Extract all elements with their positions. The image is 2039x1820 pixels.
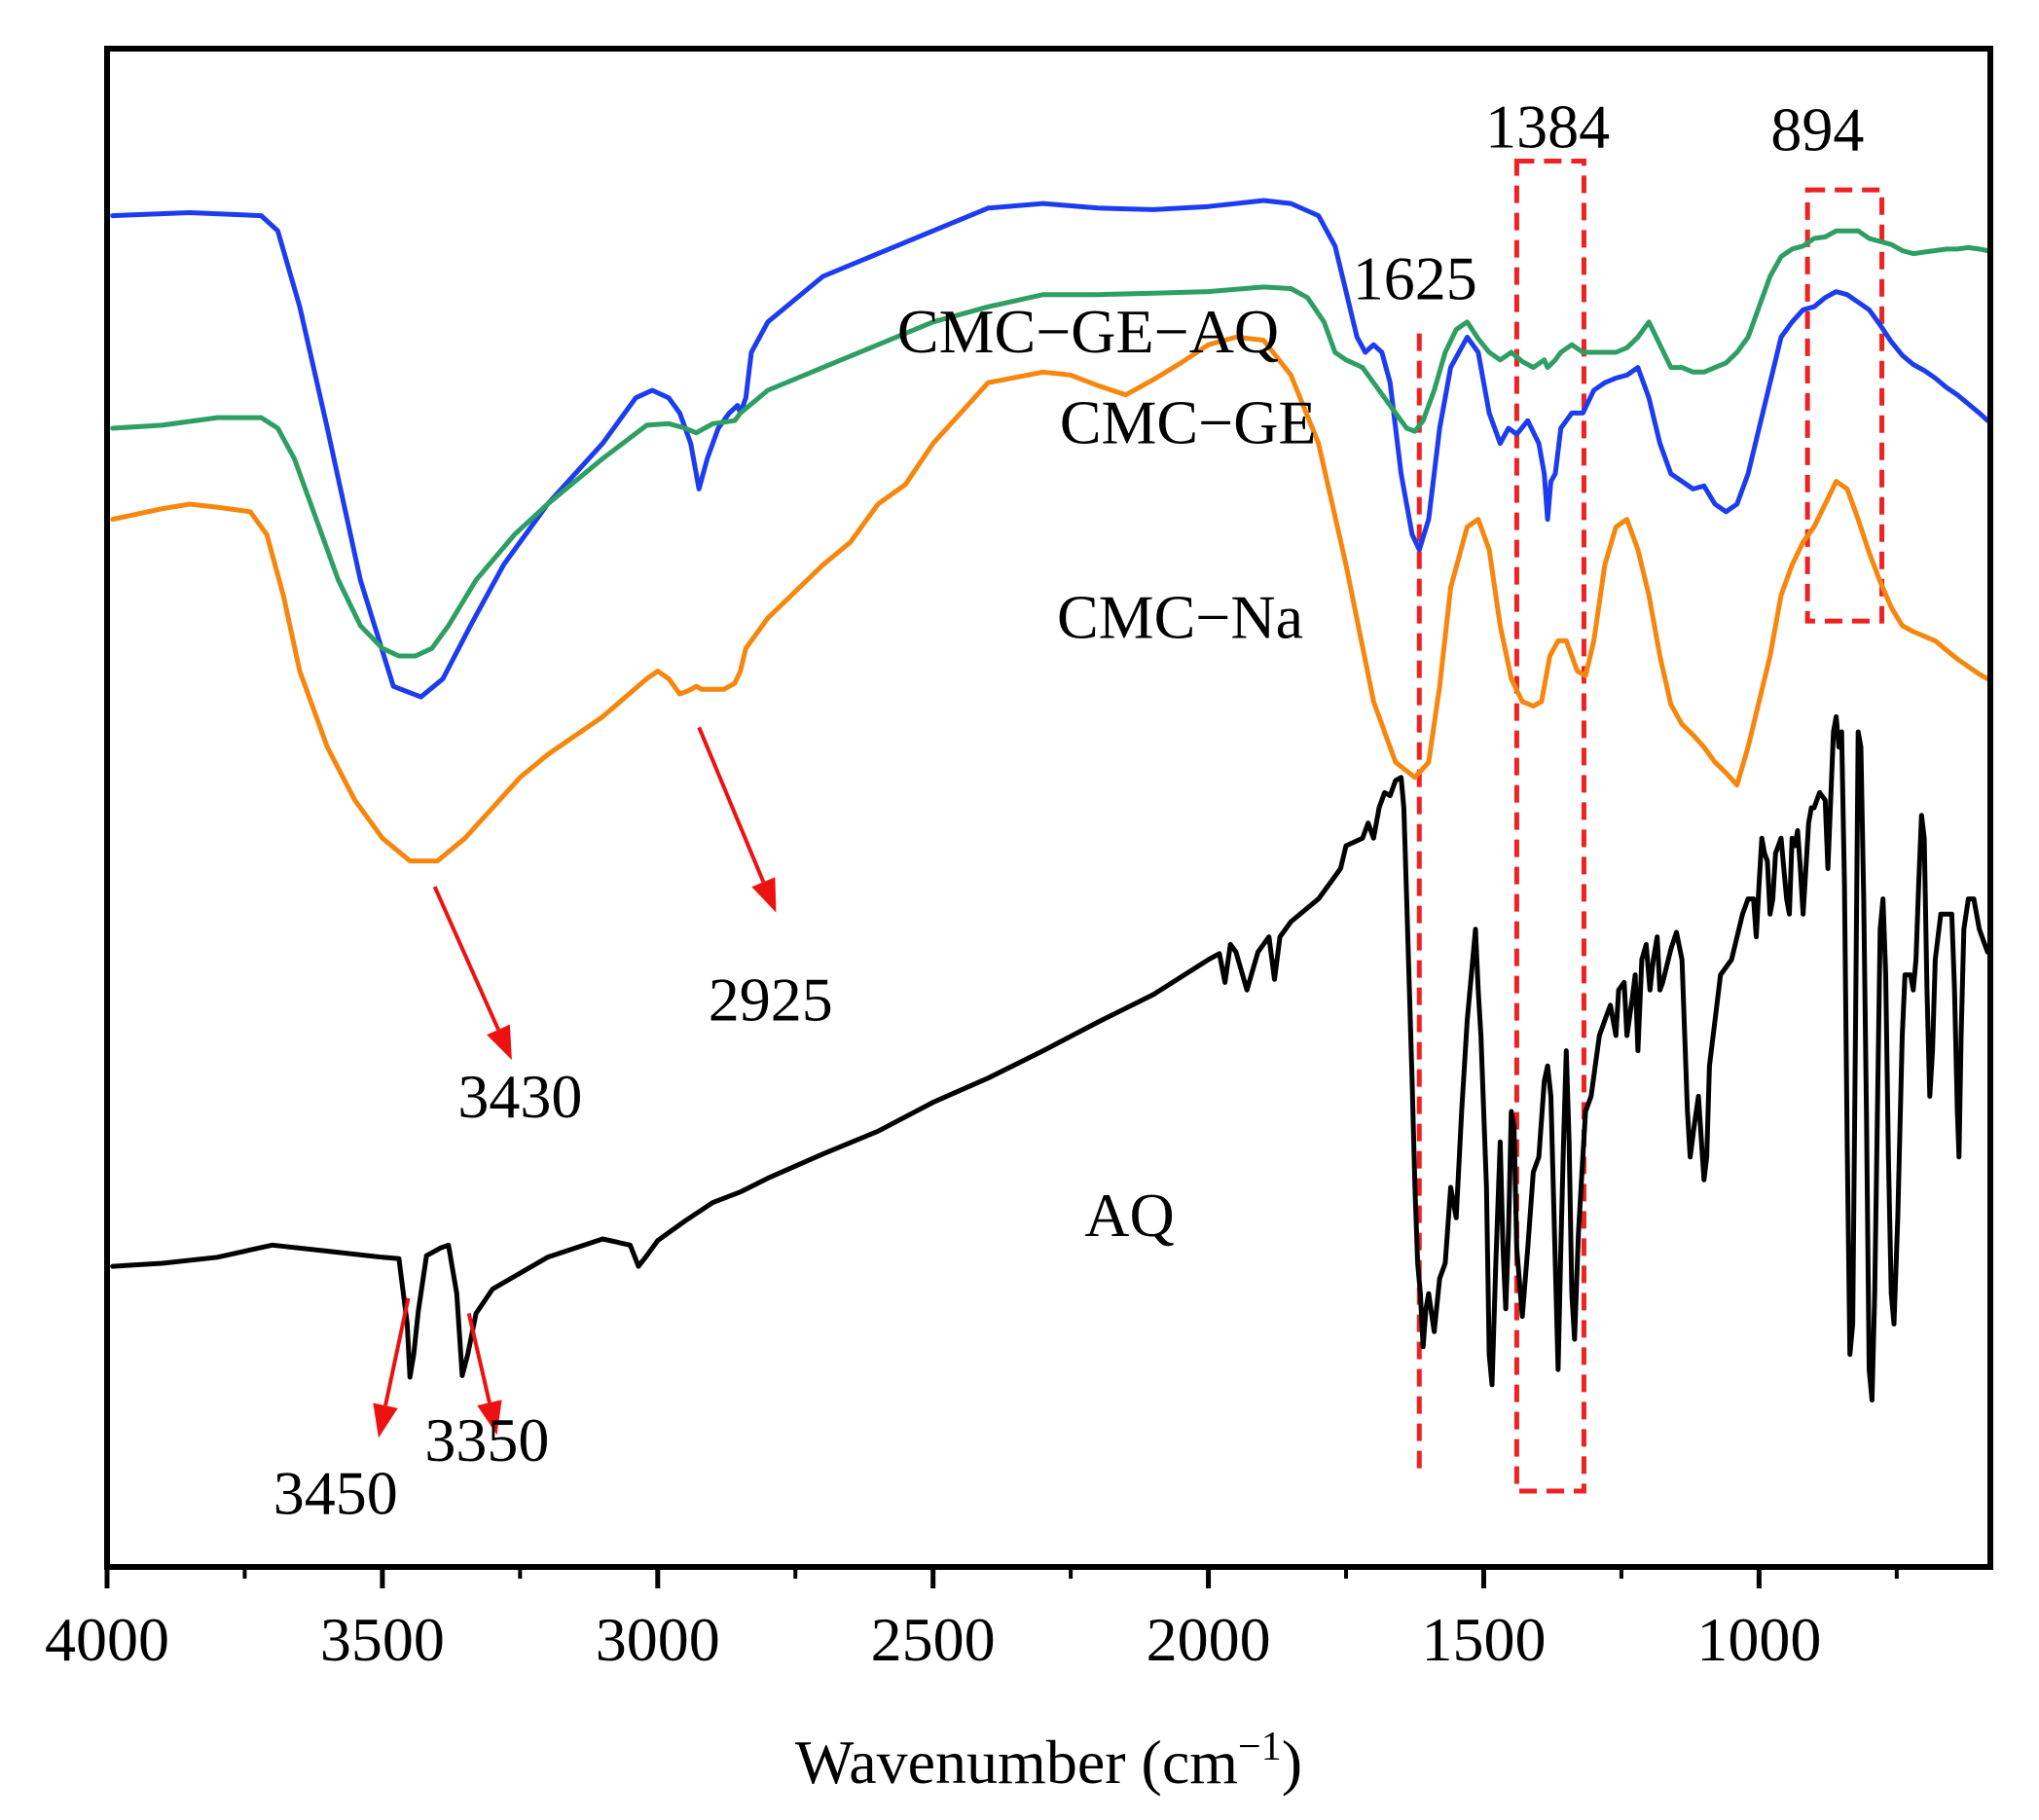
annotation-arrow bbox=[466, 1313, 502, 1436]
peak-label-1384: 1384 bbox=[1485, 91, 1610, 161]
annotation-arrow-shaft bbox=[697, 726, 766, 884]
peak-label-3430: 3430 bbox=[457, 1062, 582, 1131]
series-label-cmc-ge: CMC−GE bbox=[1060, 388, 1317, 457]
peak-marker-box bbox=[1804, 187, 1885, 624]
annotation-arrow-shaft bbox=[383, 1297, 411, 1406]
plot-frame bbox=[104, 46, 1993, 1570]
x-tick-label: 2000 bbox=[1147, 1605, 1271, 1674]
x-axis-ticks: 4000 3500 3000 2500 2000 1500 1000 bbox=[45, 1567, 1899, 1674]
series-line-cmc-ge-aq bbox=[110, 198, 1990, 700]
x-tick-label: 2500 bbox=[871, 1605, 996, 1674]
annotation-arrow-head bbox=[751, 877, 777, 913]
x-tick-label: 4000 bbox=[45, 1605, 169, 1674]
x-tick-label: 1500 bbox=[1421, 1605, 1546, 1674]
annotation-arrow-head bbox=[373, 1402, 398, 1438]
series-line-cmc-na bbox=[110, 334, 1990, 864]
x-tick-label: 1000 bbox=[1696, 1605, 1821, 1674]
annotation-arrow bbox=[432, 886, 512, 1060]
x-axis-title-text: Wavenumber (cm bbox=[795, 1728, 1238, 1797]
annotation-arrow bbox=[697, 726, 777, 913]
spectra-series-group bbox=[110, 198, 1990, 1402]
series-line-cmc-ge bbox=[110, 228, 1990, 659]
series-label-aq: AQ bbox=[1084, 1181, 1174, 1250]
annotation-arrow-head bbox=[477, 1400, 502, 1436]
series-label-cmc-na: CMC−Na bbox=[1057, 582, 1303, 651]
annotation-arrow bbox=[373, 1297, 411, 1438]
peak-label-1625: 1625 bbox=[1353, 243, 1477, 312]
peak-label-2925: 2925 bbox=[709, 965, 833, 1034]
series-label-cmc-ge-aq: CMC−GE−AQ bbox=[897, 297, 1279, 366]
peak-label-3350: 3350 bbox=[424, 1405, 549, 1474]
annotation-arrow-shaft bbox=[466, 1313, 492, 1403]
peak-label-894: 894 bbox=[1770, 95, 1864, 164]
annotation-label-group: CMC−GE−AQ CMC−GE CMC−Na AQ 1625 1384 894 2925 34… bbox=[273, 91, 1865, 1527]
x-axis-title-superscript: −1 bbox=[1238, 1725, 1282, 1769]
peak-label-3450: 3450 bbox=[273, 1458, 398, 1527]
x-axis-title: Wavenumber (cm−1) bbox=[795, 1725, 1302, 1797]
annotation-arrow-head bbox=[487, 1024, 512, 1060]
peak-marker-box bbox=[1513, 158, 1586, 1494]
x-axis-title-close: ) bbox=[1282, 1728, 1302, 1797]
x-tick-label: 3500 bbox=[320, 1605, 445, 1674]
annotation-arrow-shaft bbox=[432, 886, 500, 1031]
peak-marker-group bbox=[1416, 158, 1885, 1494]
series-line-aq bbox=[110, 713, 1990, 1402]
annotation-arrow-group bbox=[373, 726, 777, 1438]
x-tick-label: 3000 bbox=[596, 1605, 720, 1674]
